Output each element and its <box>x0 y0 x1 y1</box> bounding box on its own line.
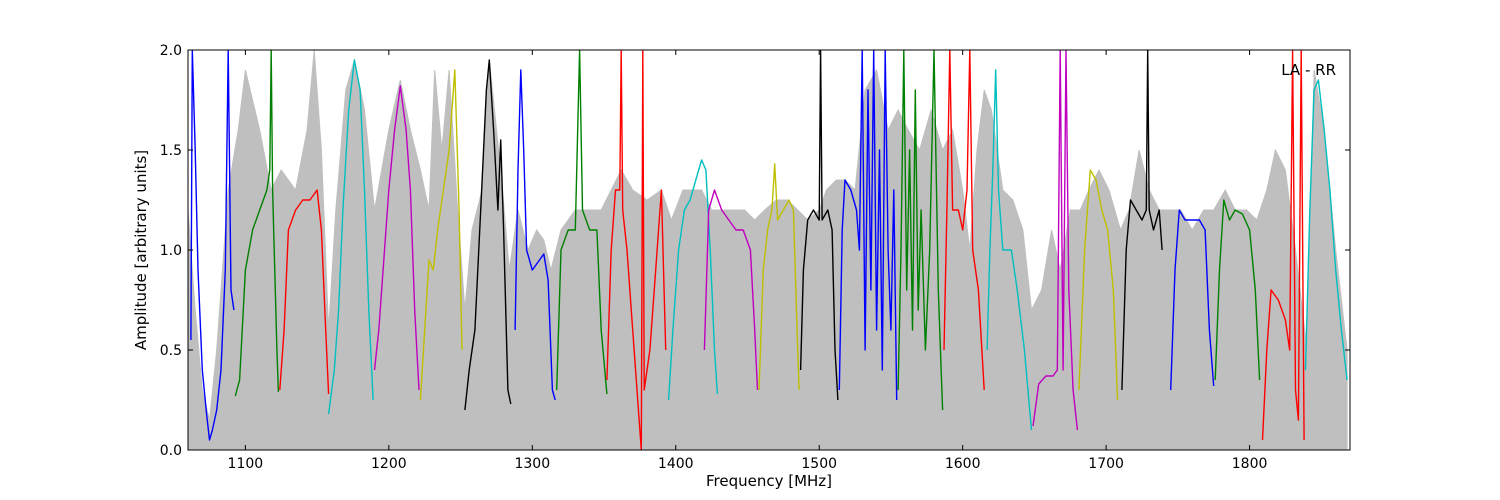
y-axis: 0.0 0.5 1.0 1.5 2.0 <box>160 43 1350 459</box>
series-line-3 <box>279 189 330 395</box>
x-axis: 1100 1200 1300 1400 1500 1600 1700 1800 <box>228 50 1268 472</box>
series-line-11 <box>667 159 719 401</box>
series-line-18 <box>986 69 1033 431</box>
y-tick-label: 0.5 <box>160 343 182 359</box>
x-tick-label: 1100 <box>228 456 264 472</box>
series-line-24 <box>1261 50 1305 441</box>
x-tick-label: 1400 <box>658 456 694 472</box>
series-line-10 <box>606 50 667 450</box>
series-line-23 <box>1214 199 1261 381</box>
series-group <box>190 50 1348 450</box>
series-line-21 <box>1121 50 1163 391</box>
series-line-12 <box>703 189 759 391</box>
series-line-15 <box>838 50 898 401</box>
x-tick-label: 1500 <box>801 456 837 472</box>
series-line-17 <box>943 50 985 391</box>
y-axis-label: Amplitude [arbitrary units] <box>132 150 150 350</box>
x-tick-label: 1600 <box>945 456 981 472</box>
series-line-6 <box>419 69 463 401</box>
x-axis-label: Frequency [MHz] <box>706 472 832 490</box>
x-tick-label: 1200 <box>371 456 407 472</box>
series-line-13 <box>758 163 800 391</box>
reference-band <box>188 50 1348 450</box>
series-line-25 <box>1304 79 1348 381</box>
series-line-5 <box>373 85 420 391</box>
series-line-1 <box>190 50 235 441</box>
series-line-8 <box>514 69 556 401</box>
series-line-9 <box>556 50 608 395</box>
y-tick-label: 1.5 <box>160 143 182 159</box>
y-tick-label: 0.0 <box>160 443 182 459</box>
x-tick-label: 1300 <box>514 456 550 472</box>
series-line-2 <box>234 50 280 397</box>
series-line-4 <box>327 59 374 415</box>
y-tick-label: 2.0 <box>160 43 182 59</box>
y-tick-label: 1.0 <box>160 243 182 259</box>
series-line-7 <box>464 59 512 411</box>
chart-annotation: LA - RR <box>1281 61 1336 79</box>
series-line-20 <box>1078 169 1119 401</box>
series-line-22 <box>1170 209 1215 391</box>
x-tick-label: 1700 <box>1088 456 1124 472</box>
series-line-16 <box>897 50 944 411</box>
series-line-14 <box>799 50 839 401</box>
series-line-19 <box>1032 50 1079 431</box>
reference-area <box>188 50 1348 450</box>
x-tick-label: 1800 <box>1232 456 1268 472</box>
